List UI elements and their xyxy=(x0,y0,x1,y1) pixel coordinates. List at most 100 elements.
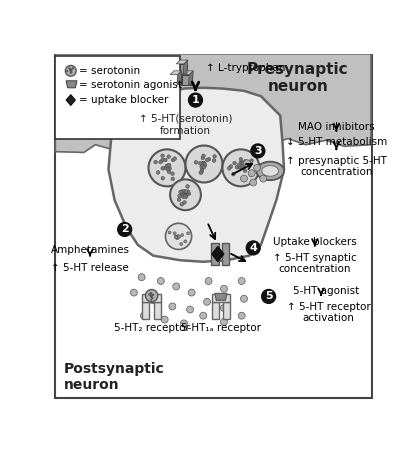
Circle shape xyxy=(250,159,253,163)
Circle shape xyxy=(151,294,154,296)
Circle shape xyxy=(71,69,73,71)
Circle shape xyxy=(149,293,151,295)
Circle shape xyxy=(203,298,210,305)
Circle shape xyxy=(171,158,175,162)
Text: 5: 5 xyxy=(265,291,272,301)
FancyBboxPatch shape xyxy=(170,75,181,85)
Circle shape xyxy=(184,190,188,194)
FancyBboxPatch shape xyxy=(55,56,180,139)
Circle shape xyxy=(161,176,165,180)
Circle shape xyxy=(200,165,203,169)
Circle shape xyxy=(184,190,188,194)
Circle shape xyxy=(220,318,228,326)
Text: 5-HT agonist: 5-HT agonist xyxy=(293,286,359,296)
Circle shape xyxy=(177,234,180,238)
Circle shape xyxy=(174,235,177,238)
Circle shape xyxy=(180,192,183,196)
Circle shape xyxy=(202,161,206,165)
Circle shape xyxy=(244,160,250,167)
Circle shape xyxy=(70,71,72,73)
Circle shape xyxy=(69,70,72,72)
Circle shape xyxy=(150,295,152,297)
Circle shape xyxy=(243,169,247,173)
Circle shape xyxy=(72,67,74,69)
Circle shape xyxy=(229,165,233,168)
Circle shape xyxy=(187,306,193,313)
Circle shape xyxy=(200,312,207,319)
Circle shape xyxy=(161,167,165,170)
Circle shape xyxy=(238,165,241,169)
Circle shape xyxy=(141,312,147,319)
Circle shape xyxy=(173,157,176,160)
Circle shape xyxy=(177,235,180,238)
Circle shape xyxy=(182,191,186,194)
Circle shape xyxy=(157,277,164,285)
Circle shape xyxy=(246,162,249,165)
Text: 1: 1 xyxy=(192,95,199,105)
Text: = serotonin agonist: = serotonin agonist xyxy=(79,79,182,90)
Circle shape xyxy=(177,198,181,202)
Circle shape xyxy=(223,150,260,186)
Circle shape xyxy=(240,175,248,182)
Circle shape xyxy=(161,158,164,162)
Circle shape xyxy=(251,144,265,158)
Text: ↓ 5-HT metabolism: ↓ 5-HT metabolism xyxy=(286,137,387,147)
Circle shape xyxy=(184,240,187,243)
Circle shape xyxy=(167,163,171,167)
Text: Presynaptic
neuron: Presynaptic neuron xyxy=(247,62,349,94)
Circle shape xyxy=(178,235,181,238)
Circle shape xyxy=(149,150,186,186)
Circle shape xyxy=(238,165,242,168)
Circle shape xyxy=(186,145,223,182)
Circle shape xyxy=(238,312,245,319)
Circle shape xyxy=(199,171,203,175)
Circle shape xyxy=(167,170,171,174)
Circle shape xyxy=(168,231,171,234)
Circle shape xyxy=(68,67,70,69)
Circle shape xyxy=(181,233,184,237)
Circle shape xyxy=(246,241,260,255)
Circle shape xyxy=(180,189,184,194)
Circle shape xyxy=(248,170,255,177)
Polygon shape xyxy=(182,71,193,75)
Circle shape xyxy=(238,277,245,285)
Circle shape xyxy=(254,164,260,172)
Polygon shape xyxy=(55,54,371,153)
Circle shape xyxy=(181,195,185,199)
Circle shape xyxy=(150,296,152,298)
Text: 4: 4 xyxy=(249,243,257,253)
Circle shape xyxy=(240,162,243,165)
Circle shape xyxy=(260,175,267,182)
Circle shape xyxy=(150,299,152,301)
FancyBboxPatch shape xyxy=(142,294,161,302)
Circle shape xyxy=(207,157,211,161)
Circle shape xyxy=(118,223,131,236)
Polygon shape xyxy=(212,247,224,262)
Circle shape xyxy=(173,232,176,235)
Circle shape xyxy=(184,193,188,197)
Circle shape xyxy=(150,297,156,304)
Circle shape xyxy=(181,320,187,327)
Circle shape xyxy=(182,189,186,193)
Circle shape xyxy=(167,163,171,167)
Polygon shape xyxy=(176,60,188,64)
Text: ↑ 5-HT synaptic
concentration: ↑ 5-HT synaptic concentration xyxy=(273,252,357,274)
Circle shape xyxy=(240,160,243,164)
Text: ↑ presynaptic 5-HT
concentration: ↑ presynaptic 5-HT concentration xyxy=(286,155,387,177)
Polygon shape xyxy=(183,60,188,74)
Polygon shape xyxy=(177,71,182,85)
Circle shape xyxy=(212,158,216,163)
Circle shape xyxy=(186,190,190,194)
Text: 2: 2 xyxy=(121,224,129,234)
Circle shape xyxy=(233,161,236,165)
Circle shape xyxy=(150,292,152,294)
FancyBboxPatch shape xyxy=(222,243,229,265)
Polygon shape xyxy=(215,293,227,300)
Polygon shape xyxy=(170,71,182,75)
Text: 5-HT₁ₐ receptor: 5-HT₁ₐ receptor xyxy=(181,323,261,333)
Circle shape xyxy=(66,70,68,72)
Circle shape xyxy=(201,161,205,165)
Circle shape xyxy=(235,165,239,169)
Circle shape xyxy=(202,165,206,169)
Circle shape xyxy=(170,180,201,210)
